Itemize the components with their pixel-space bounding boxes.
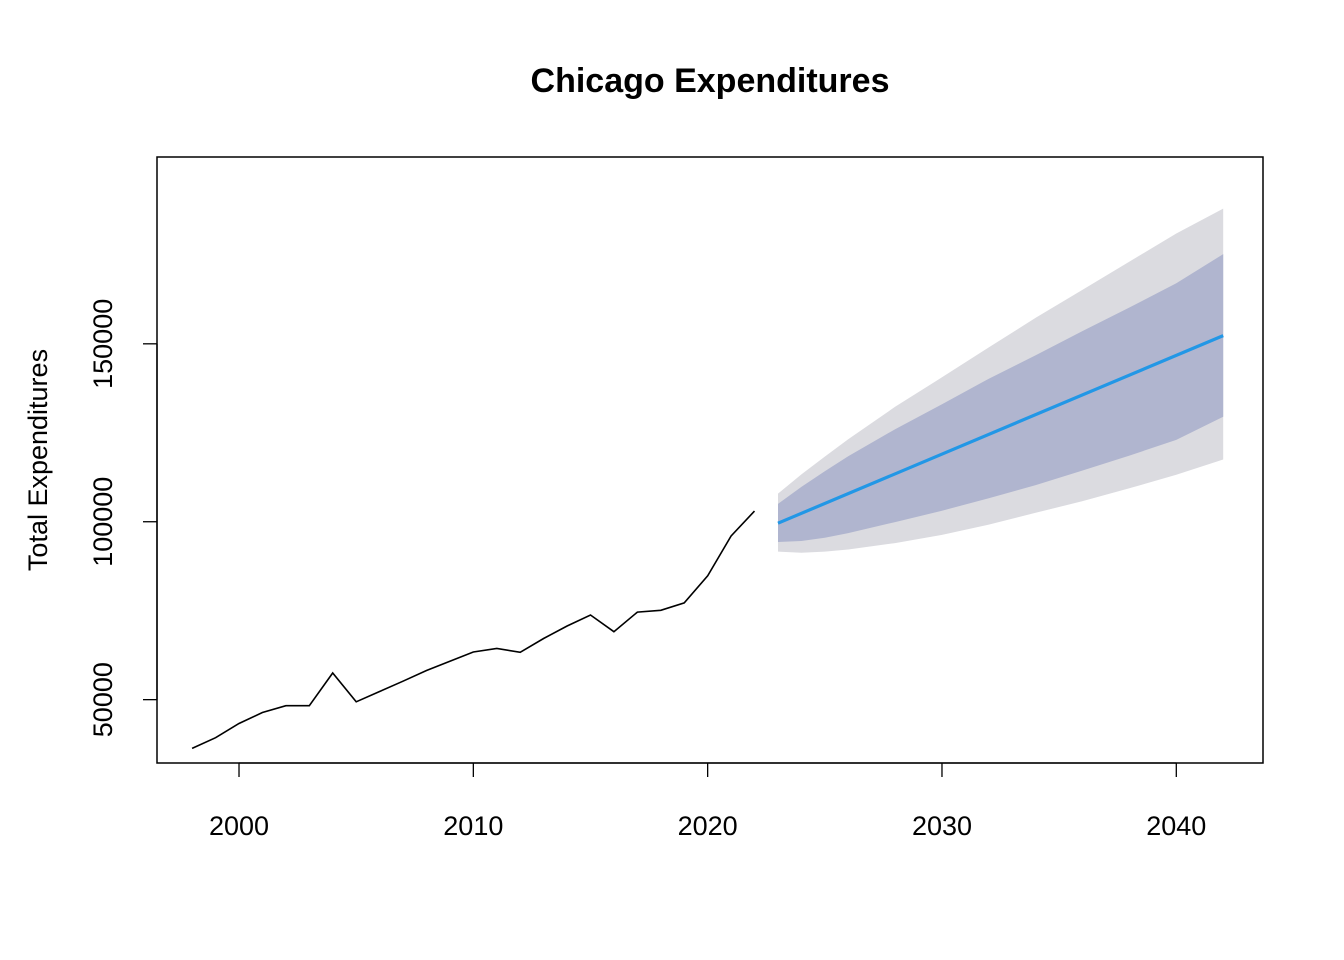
y-axis: 50000 100000 150000 [88,299,158,737]
forecast-line [777,334,1224,525]
y-axis-label: Total Expenditures [23,349,53,571]
y-tick-label: 150000 [88,299,118,389]
interval-bands [778,208,1224,553]
x-axis: 2000 2010 2020 2030 2040 [209,762,1206,841]
x-tick-label: 2040 [1146,811,1206,841]
y-tick-label: 50000 [88,662,118,737]
chart-title: Chicago Expenditures [531,62,890,100]
x-tick-label: 2020 [678,811,738,841]
series-lines [191,334,1224,750]
historical-line [191,510,756,750]
interval-80-band [778,254,1224,542]
x-tick-label: 2010 [443,811,503,841]
y-tick-label: 100000 [88,477,118,567]
x-tick-label: 2030 [912,811,972,841]
x-tick-label: 2000 [209,811,269,841]
